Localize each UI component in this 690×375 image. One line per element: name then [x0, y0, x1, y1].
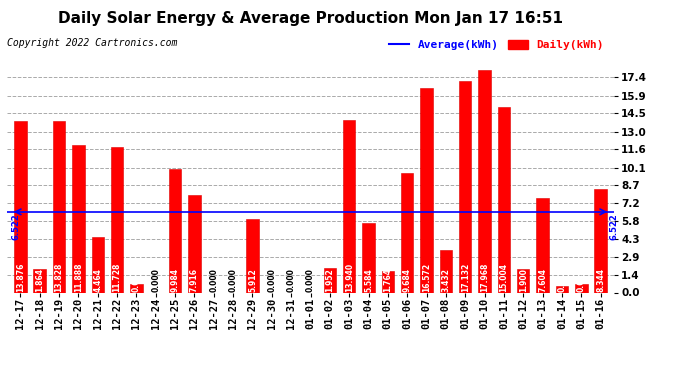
Bar — [92, 237, 104, 292]
Text: 0.000: 0.000 — [286, 268, 295, 292]
Bar — [343, 120, 355, 292]
Text: 0.000: 0.000 — [267, 268, 276, 292]
Text: 8.344: 8.344 — [596, 268, 605, 292]
Text: 7.916: 7.916 — [190, 268, 199, 292]
Legend: Average(kWh), Daily(kWh): Average(kWh), Daily(kWh) — [384, 36, 609, 55]
Bar — [53, 122, 66, 292]
Text: 15.004: 15.004 — [500, 263, 509, 292]
Bar — [459, 81, 471, 292]
Bar — [555, 286, 568, 292]
Text: Copyright 2022 Cartronics.com: Copyright 2022 Cartronics.com — [7, 38, 177, 48]
Text: 9.684: 9.684 — [403, 268, 412, 292]
Bar — [246, 219, 259, 292]
Text: 13.876: 13.876 — [16, 262, 25, 292]
Text: 0.660: 0.660 — [132, 268, 141, 292]
Bar — [169, 169, 181, 292]
Bar — [575, 285, 587, 292]
Text: 17.132: 17.132 — [461, 262, 470, 292]
Bar — [478, 70, 491, 292]
Bar — [111, 147, 124, 292]
Bar — [72, 146, 85, 292]
Text: 1.952: 1.952 — [326, 268, 335, 292]
Text: 13.940: 13.940 — [345, 263, 354, 292]
Text: 0.000: 0.000 — [151, 268, 160, 292]
Text: 13.828: 13.828 — [55, 262, 63, 292]
Bar — [420, 87, 433, 292]
Text: 11.728: 11.728 — [112, 262, 121, 292]
Text: 0.648: 0.648 — [577, 268, 586, 292]
Bar — [536, 198, 549, 292]
Text: 5.912: 5.912 — [248, 268, 257, 292]
Bar — [324, 268, 336, 292]
Bar — [14, 121, 27, 292]
Bar — [362, 224, 375, 292]
Text: Daily Solar Energy & Average Production Mon Jan 17 16:51: Daily Solar Energy & Average Production … — [58, 11, 563, 26]
Text: 17.968: 17.968 — [480, 262, 489, 292]
Bar — [401, 173, 413, 292]
Text: 4.464: 4.464 — [93, 268, 102, 292]
Text: 0.528: 0.528 — [558, 268, 566, 292]
Text: 1.900: 1.900 — [519, 268, 528, 292]
Bar — [130, 284, 143, 292]
Bar — [594, 189, 607, 292]
Text: 0.000: 0.000 — [209, 268, 218, 292]
Text: 5.584: 5.584 — [364, 268, 373, 292]
Text: 16.572: 16.572 — [422, 263, 431, 292]
Text: 11.888: 11.888 — [74, 262, 83, 292]
Bar — [34, 270, 46, 292]
Text: 0.000: 0.000 — [306, 268, 315, 292]
Bar — [497, 107, 510, 292]
Text: 6.522: 6.522 — [12, 213, 21, 240]
Bar — [382, 271, 394, 292]
Text: 1.864: 1.864 — [35, 268, 44, 292]
Text: 6.522: 6.522 — [609, 213, 618, 240]
Text: 1.764: 1.764 — [384, 268, 393, 292]
Text: 0.000: 0.000 — [228, 268, 237, 292]
Bar — [440, 250, 452, 292]
Text: 3.432: 3.432 — [442, 268, 451, 292]
Bar — [517, 269, 529, 292]
Text: 7.604: 7.604 — [538, 268, 547, 292]
Text: 9.984: 9.984 — [170, 268, 179, 292]
Bar — [188, 195, 201, 292]
